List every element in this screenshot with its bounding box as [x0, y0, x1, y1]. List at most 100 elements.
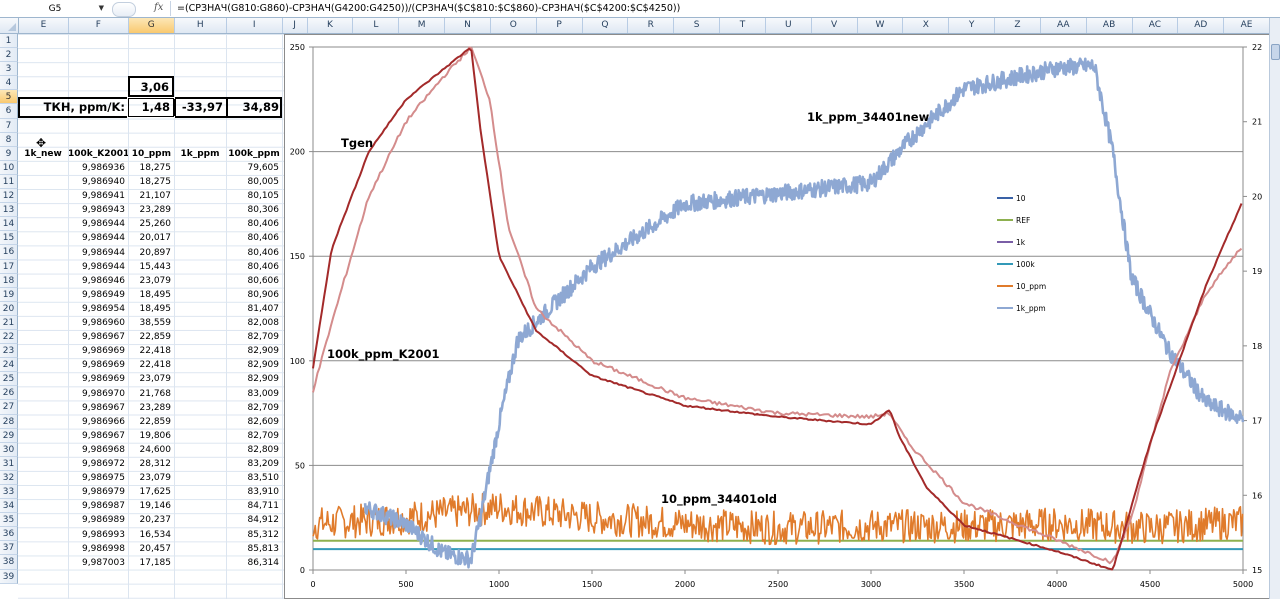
table-cell[interactable]: [174, 260, 226, 274]
chevron-down-icon[interactable]: ▼: [98, 4, 104, 12]
table-cell[interactable]: 82,909: [247, 346, 280, 357]
table-cell[interactable]: 18,495: [139, 303, 172, 314]
table-cell[interactable]: 9,986969: [82, 374, 125, 385]
table-cell[interactable]: 82,609: [247, 416, 280, 427]
table-cell[interactable]: [18, 485, 68, 499]
table-cell[interactable]: [174, 485, 226, 499]
insert-function-icon[interactable]: fx: [154, 2, 164, 13]
table-cell[interactable]: [174, 415, 226, 429]
column-header-k[interactable]: K: [308, 18, 354, 33]
table-cell[interactable]: [174, 302, 226, 316]
table-cell[interactable]: [18, 175, 68, 189]
table-cell[interactable]: 83,209: [247, 459, 280, 469]
row-header-7[interactable]: 7: [0, 118, 18, 133]
row-header-37[interactable]: 37: [0, 541, 18, 556]
row-header-15[interactable]: 15: [0, 231, 18, 246]
table-cell[interactable]: [174, 528, 226, 542]
table-cell[interactable]: [174, 401, 226, 415]
table-cell[interactable]: 23,079: [139, 374, 172, 385]
row-header-13[interactable]: 13: [0, 203, 18, 218]
row-header-4[interactable]: 4: [0, 76, 18, 91]
row-header-34[interactable]: 34: [0, 499, 18, 514]
table-header[interactable]: 100k_K2001: [68, 148, 128, 159]
table-cell[interactable]: 9,986975: [82, 473, 125, 484]
table-cell[interactable]: 20,457: [139, 543, 172, 554]
table-cell[interactable]: [174, 274, 226, 288]
column-header-n[interactable]: N: [445, 18, 491, 33]
table-cell[interactable]: [174, 556, 226, 570]
row-header-18[interactable]: 18: [0, 273, 18, 288]
table-cell[interactable]: 80,005: [247, 177, 280, 187]
cell-h5[interactable]: -33,97: [174, 99, 226, 116]
row-header-22[interactable]: 22: [0, 329, 18, 345]
table-cell[interactable]: 18,275: [139, 177, 172, 187]
row-header-32[interactable]: 32: [0, 470, 18, 485]
table-cell[interactable]: 9,986969: [82, 360, 125, 371]
table-cell[interactable]: 84,912: [247, 515, 280, 526]
column-header-g[interactable]: G: [128, 18, 175, 33]
table-cell[interactable]: 9,986967: [82, 402, 125, 413]
table-cell[interactable]: 9,986979: [82, 487, 125, 498]
row-header-27[interactable]: 27: [0, 400, 18, 415]
row-header-29[interactable]: 29: [0, 428, 18, 443]
column-header-f[interactable]: F: [69, 18, 129, 33]
table-cell[interactable]: [174, 203, 226, 217]
row-header-11[interactable]: 11: [0, 174, 18, 190]
table-cell[interactable]: [174, 288, 226, 302]
table-cell[interactable]: 83,910: [247, 487, 280, 498]
table-cell[interactable]: [18, 203, 68, 217]
row-header-28[interactable]: 28: [0, 414, 18, 429]
column-header-ae[interactable]: AE: [1224, 18, 1270, 33]
table-cell[interactable]: 82,809: [247, 444, 280, 455]
column-header-l[interactable]: L: [353, 18, 400, 33]
table-cell[interactable]: 79,605: [247, 162, 280, 173]
table-cell[interactable]: [18, 401, 68, 415]
table-cell[interactable]: 22,859: [139, 332, 172, 343]
table-cell[interactable]: 80,306: [247, 205, 280, 216]
column-header-ad[interactable]: AD: [1178, 18, 1225, 33]
table-cell[interactable]: 86,314: [247, 557, 280, 568]
column-header-aa[interactable]: AA: [1041, 18, 1087, 33]
formula-input[interactable]: =(СРЗНАЧ(G810:G860)-СРЗНАЧ(G4200:G4250))…: [170, 1, 680, 16]
table-cell[interactable]: 80,406: [247, 261, 280, 272]
table-cell[interactable]: 82,909: [247, 360, 280, 371]
table-cell[interactable]: 38,559: [139, 318, 172, 328]
table-cell[interactable]: [174, 344, 226, 358]
row-header-33[interactable]: 33: [0, 485, 18, 500]
table-cell[interactable]: [18, 246, 68, 260]
table-cell[interactable]: 28,312: [139, 459, 172, 469]
row-header-6[interactable]: 6: [0, 104, 18, 119]
column-header-ab[interactable]: AB: [1087, 18, 1133, 33]
table-cell[interactable]: [18, 429, 68, 443]
table-cell[interactable]: 82,709: [247, 430, 280, 441]
table-header[interactable]: 1k_new: [24, 148, 62, 159]
table-cell[interactable]: 80,406: [247, 219, 280, 230]
table-cell[interactable]: [174, 161, 226, 175]
table-cell[interactable]: [174, 429, 226, 443]
table-cell[interactable]: 80,105: [247, 191, 280, 202]
table-cell[interactable]: [18, 344, 68, 358]
table-cell[interactable]: 9,987003: [82, 557, 125, 568]
table-cell[interactable]: 85,312: [247, 529, 280, 540]
column-header-i[interactable]: I: [227, 18, 283, 33]
table-cell[interactable]: 15,443: [139, 261, 172, 272]
row-header-20[interactable]: 20: [0, 301, 18, 316]
table-cell[interactable]: 21,768: [139, 388, 172, 399]
table-cell[interactable]: 81,407: [247, 303, 280, 314]
column-header-u[interactable]: U: [766, 18, 812, 33]
table-cell[interactable]: 9,986998: [82, 543, 125, 554]
table-cell[interactable]: 80,406: [247, 247, 280, 258]
column-header-e[interactable]: E: [19, 18, 69, 33]
row-header-39[interactable]: 39: [0, 569, 18, 584]
column-header-ac[interactable]: AC: [1133, 18, 1179, 33]
table-cell[interactable]: 9,986944: [82, 261, 125, 272]
table-cell[interactable]: [174, 175, 226, 189]
table-cell[interactable]: [174, 189, 226, 203]
table-cell[interactable]: [174, 246, 226, 260]
table-cell[interactable]: [174, 387, 226, 401]
table-cell[interactable]: 80,906: [247, 289, 280, 300]
table-cell[interactable]: 19,146: [139, 501, 172, 512]
cell-i5[interactable]: 34,89: [226, 99, 282, 116]
row-header-38[interactable]: 38: [0, 555, 18, 570]
vertical-scrollbar[interactable]: [1269, 18, 1280, 599]
